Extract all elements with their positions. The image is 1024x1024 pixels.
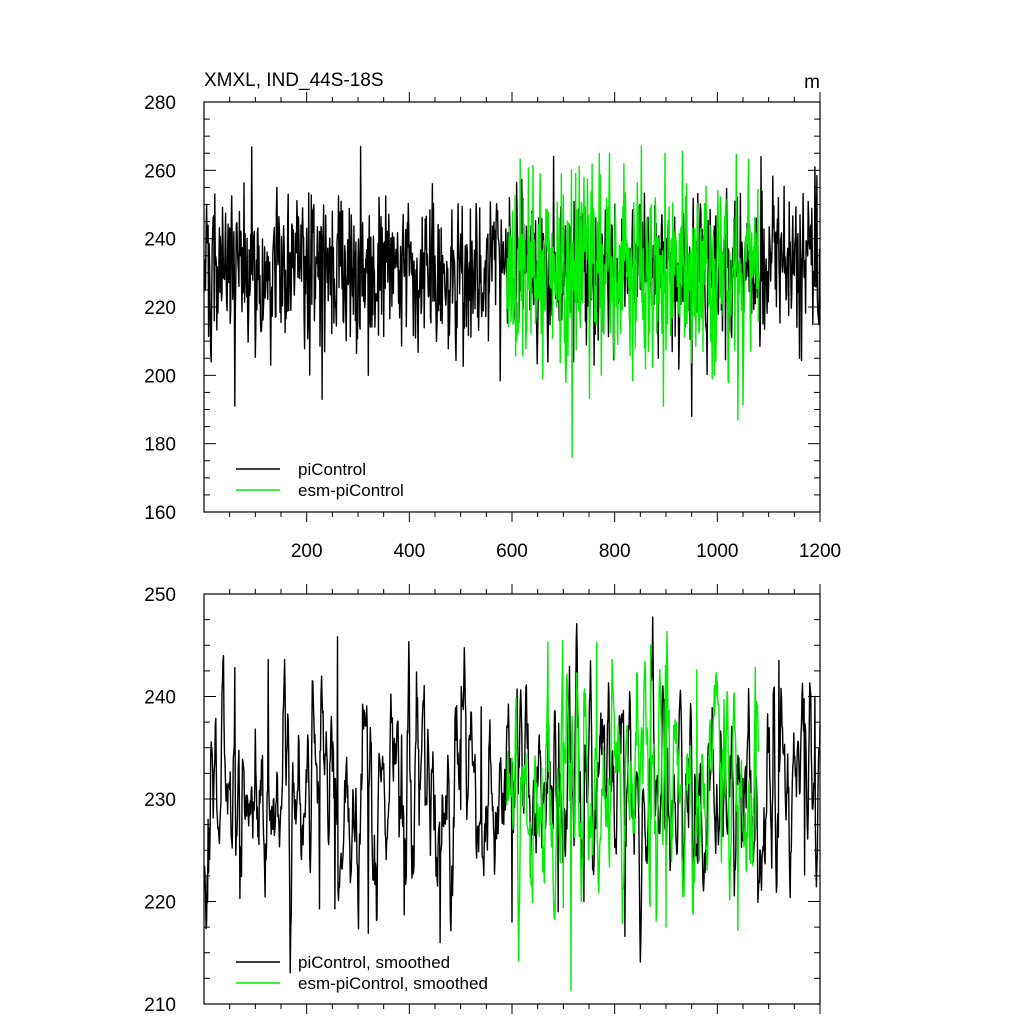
bottom-panel: 210 220 230 240 250 piControl, smoothed esm-p… bbox=[144, 584, 821, 1016]
y-tick-label: 250 bbox=[144, 585, 176, 606]
chart-title: XMXL, IND_44S-18S bbox=[204, 70, 384, 91]
series-line-esm-picontrol bbox=[506, 145, 760, 458]
units-label: m bbox=[804, 72, 820, 93]
y-tick-label: 260 bbox=[144, 161, 176, 182]
legend-label: esm-piControl, smoothed bbox=[298, 974, 488, 993]
top-panel: XMXL, IND_44S-18S m 160 180 200 220 240 260 28… bbox=[144, 70, 841, 562]
x-tick-label: 800 bbox=[599, 541, 631, 562]
legend-label: piControl, smoothed bbox=[298, 953, 450, 972]
y-tick-label: 220 bbox=[144, 893, 176, 914]
bottom-plot-frame bbox=[203, 593, 821, 1005]
series-line-picontrol-smoothed bbox=[203, 616, 821, 974]
x-tick-label: 1200 bbox=[799, 541, 841, 562]
y-tick-label: 210 bbox=[144, 995, 176, 1016]
bottom-ticks-group: 210 220 230 240 250 bbox=[144, 584, 821, 1016]
y-tick-label: 240 bbox=[144, 230, 176, 251]
x-tick-label: 600 bbox=[496, 541, 528, 562]
top-legend: piControl esm-piControl bbox=[236, 460, 404, 500]
x-tick-label: 200 bbox=[291, 541, 323, 562]
y-tick-label: 200 bbox=[144, 366, 176, 387]
y-tick-label: 180 bbox=[144, 435, 176, 456]
y-tick-label: 220 bbox=[144, 298, 176, 319]
x-tick-label: 400 bbox=[393, 541, 425, 562]
y-tick-label: 280 bbox=[144, 93, 176, 114]
bottom-legend: piControl, smoothed esm-piControl, smooth… bbox=[236, 953, 488, 993]
top-series-group bbox=[203, 145, 821, 458]
y-tick-label: 240 bbox=[144, 688, 176, 709]
legend-label: piControl bbox=[298, 460, 366, 479]
top-ticks-group: 160 180 200 220 240 260 280 200 400 600 800 1000 120… bbox=[144, 92, 841, 562]
bottom-series-group bbox=[203, 616, 821, 992]
legend-label: esm-piControl bbox=[298, 481, 404, 500]
x-tick-label: 1000 bbox=[696, 541, 738, 562]
y-tick-label: 230 bbox=[144, 790, 176, 811]
series-line-esm-picontrol-smoothed bbox=[506, 630, 760, 992]
top-plot-frame bbox=[203, 101, 821, 513]
y-tick-label: 160 bbox=[144, 503, 176, 524]
